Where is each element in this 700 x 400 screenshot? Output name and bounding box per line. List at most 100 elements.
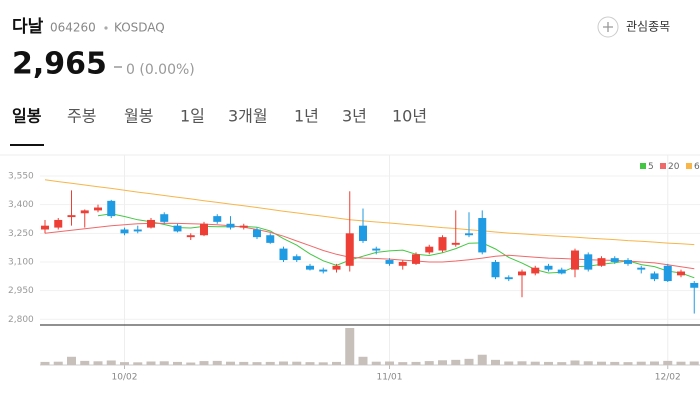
legend-swatch [686, 163, 692, 169]
y-tick-label: 3,400 [8, 200, 34, 210]
tab[interactable]: 일봉 [12, 107, 42, 126]
volume-bar [623, 362, 633, 365]
candle-body [677, 271, 685, 276]
candle-body [186, 235, 195, 238]
change: 0 (0.00%) [126, 62, 195, 78]
y-tick-label: 3,100 [8, 257, 34, 267]
volume-bar [265, 361, 275, 365]
volume-bar [239, 361, 249, 365]
volume-bar [689, 361, 699, 365]
volume-bar [53, 361, 63, 365]
separator-dot [104, 26, 108, 30]
volume-bar [557, 362, 567, 365]
y-tick-label: 2,950 [8, 286, 34, 296]
price: 2,965 [12, 47, 107, 82]
candle-body [690, 282, 699, 288]
volume-bar [305, 362, 315, 365]
volume-bar [106, 360, 116, 365]
candle-body [279, 248, 288, 261]
candle-body [451, 242, 460, 245]
candle-body [584, 254, 593, 270]
candle-body [94, 207, 102, 211]
moving-average [97, 213, 695, 279]
candle-body [478, 218, 487, 253]
chart: 2,800 2,950 3,100 3,250 3,400 3,550 10/02 11/01… [8, 155, 700, 383]
watchlist-label: 관심종목 [626, 20, 670, 34]
candle-body [319, 269, 328, 272]
candle-body [292, 256, 301, 261]
candle-body [147, 219, 155, 228]
volume-bar [491, 359, 500, 365]
volume-bar [451, 359, 461, 365]
volume-bar [93, 361, 103, 365]
plus [603, 22, 613, 32]
legend-label: 60 [694, 162, 700, 172]
add-icon [597, 16, 619, 38]
volume-bar [186, 362, 196, 365]
volume-bar [385, 361, 394, 365]
tab[interactable]: 3년 [342, 107, 367, 126]
x-tick-label: 10/02 [112, 373, 138, 383]
x-tick-label: 11/01 [377, 373, 403, 383]
candle-body [518, 271, 526, 276]
y-tick-label: 2,800 [8, 315, 34, 325]
volume-bar [438, 360, 447, 365]
volume-bar [371, 361, 381, 365]
candle-body [465, 233, 473, 236]
volume-bar [226, 361, 235, 365]
candle-body [412, 254, 420, 264]
candle-body [107, 200, 116, 217]
volume-bar [199, 361, 209, 365]
tab[interactable]: 1일 [180, 107, 205, 126]
candle-body [332, 265, 341, 270]
volume-bar [318, 362, 328, 365]
tab[interactable]: 10년 [392, 107, 427, 126]
volume-bar [663, 360, 673, 365]
moving-average [44, 179, 695, 246]
candle-body [160, 214, 169, 222]
x-tick-label: 12/02 [655, 373, 681, 383]
volume-bar [292, 361, 302, 365]
volume-bar [279, 361, 288, 365]
candle-body [345, 233, 354, 266]
volume-bar [411, 361, 421, 365]
volume-bar [358, 356, 368, 365]
volume-bar [517, 361, 527, 365]
market: KOSDAQ [114, 21, 165, 35]
watchlist-button[interactable]: 관심종목 [597, 16, 670, 38]
tab[interactable]: 3개월 [228, 107, 268, 126]
volume-bar [398, 362, 408, 365]
volume-bar [173, 361, 182, 365]
candle-body [571, 250, 579, 270]
volume-bar [345, 328, 355, 365]
candle-body [398, 261, 407, 266]
candle-body [266, 235, 275, 243]
volume-bar [650, 361, 659, 365]
candle-body [226, 223, 235, 228]
candle-body [544, 265, 553, 270]
volume-bar [332, 361, 341, 365]
volume-bar [159, 361, 169, 365]
volume-bar [133, 362, 143, 365]
tab[interactable]: 1년 [294, 107, 319, 126]
legend-label: 20 [668, 162, 680, 172]
volume-bar [477, 354, 487, 365]
candle-body [133, 229, 142, 232]
volume-bar [583, 361, 593, 365]
candle-body [491, 261, 500, 278]
legend-label: 5 [648, 162, 654, 172]
legend-swatch [640, 163, 646, 169]
volume-bar [676, 361, 686, 365]
candle-body [253, 229, 261, 238]
stock-code: 064260 [50, 21, 96, 35]
volume-bar [597, 361, 606, 365]
tab[interactable]: 주봉 [67, 107, 96, 126]
candle-body [80, 210, 89, 214]
candle-body [557, 269, 566, 274]
stock-name: 다날 [12, 17, 44, 37]
tab[interactable]: 월봉 [124, 107, 153, 126]
candle-body [239, 225, 248, 228]
volume-bar [146, 361, 156, 365]
